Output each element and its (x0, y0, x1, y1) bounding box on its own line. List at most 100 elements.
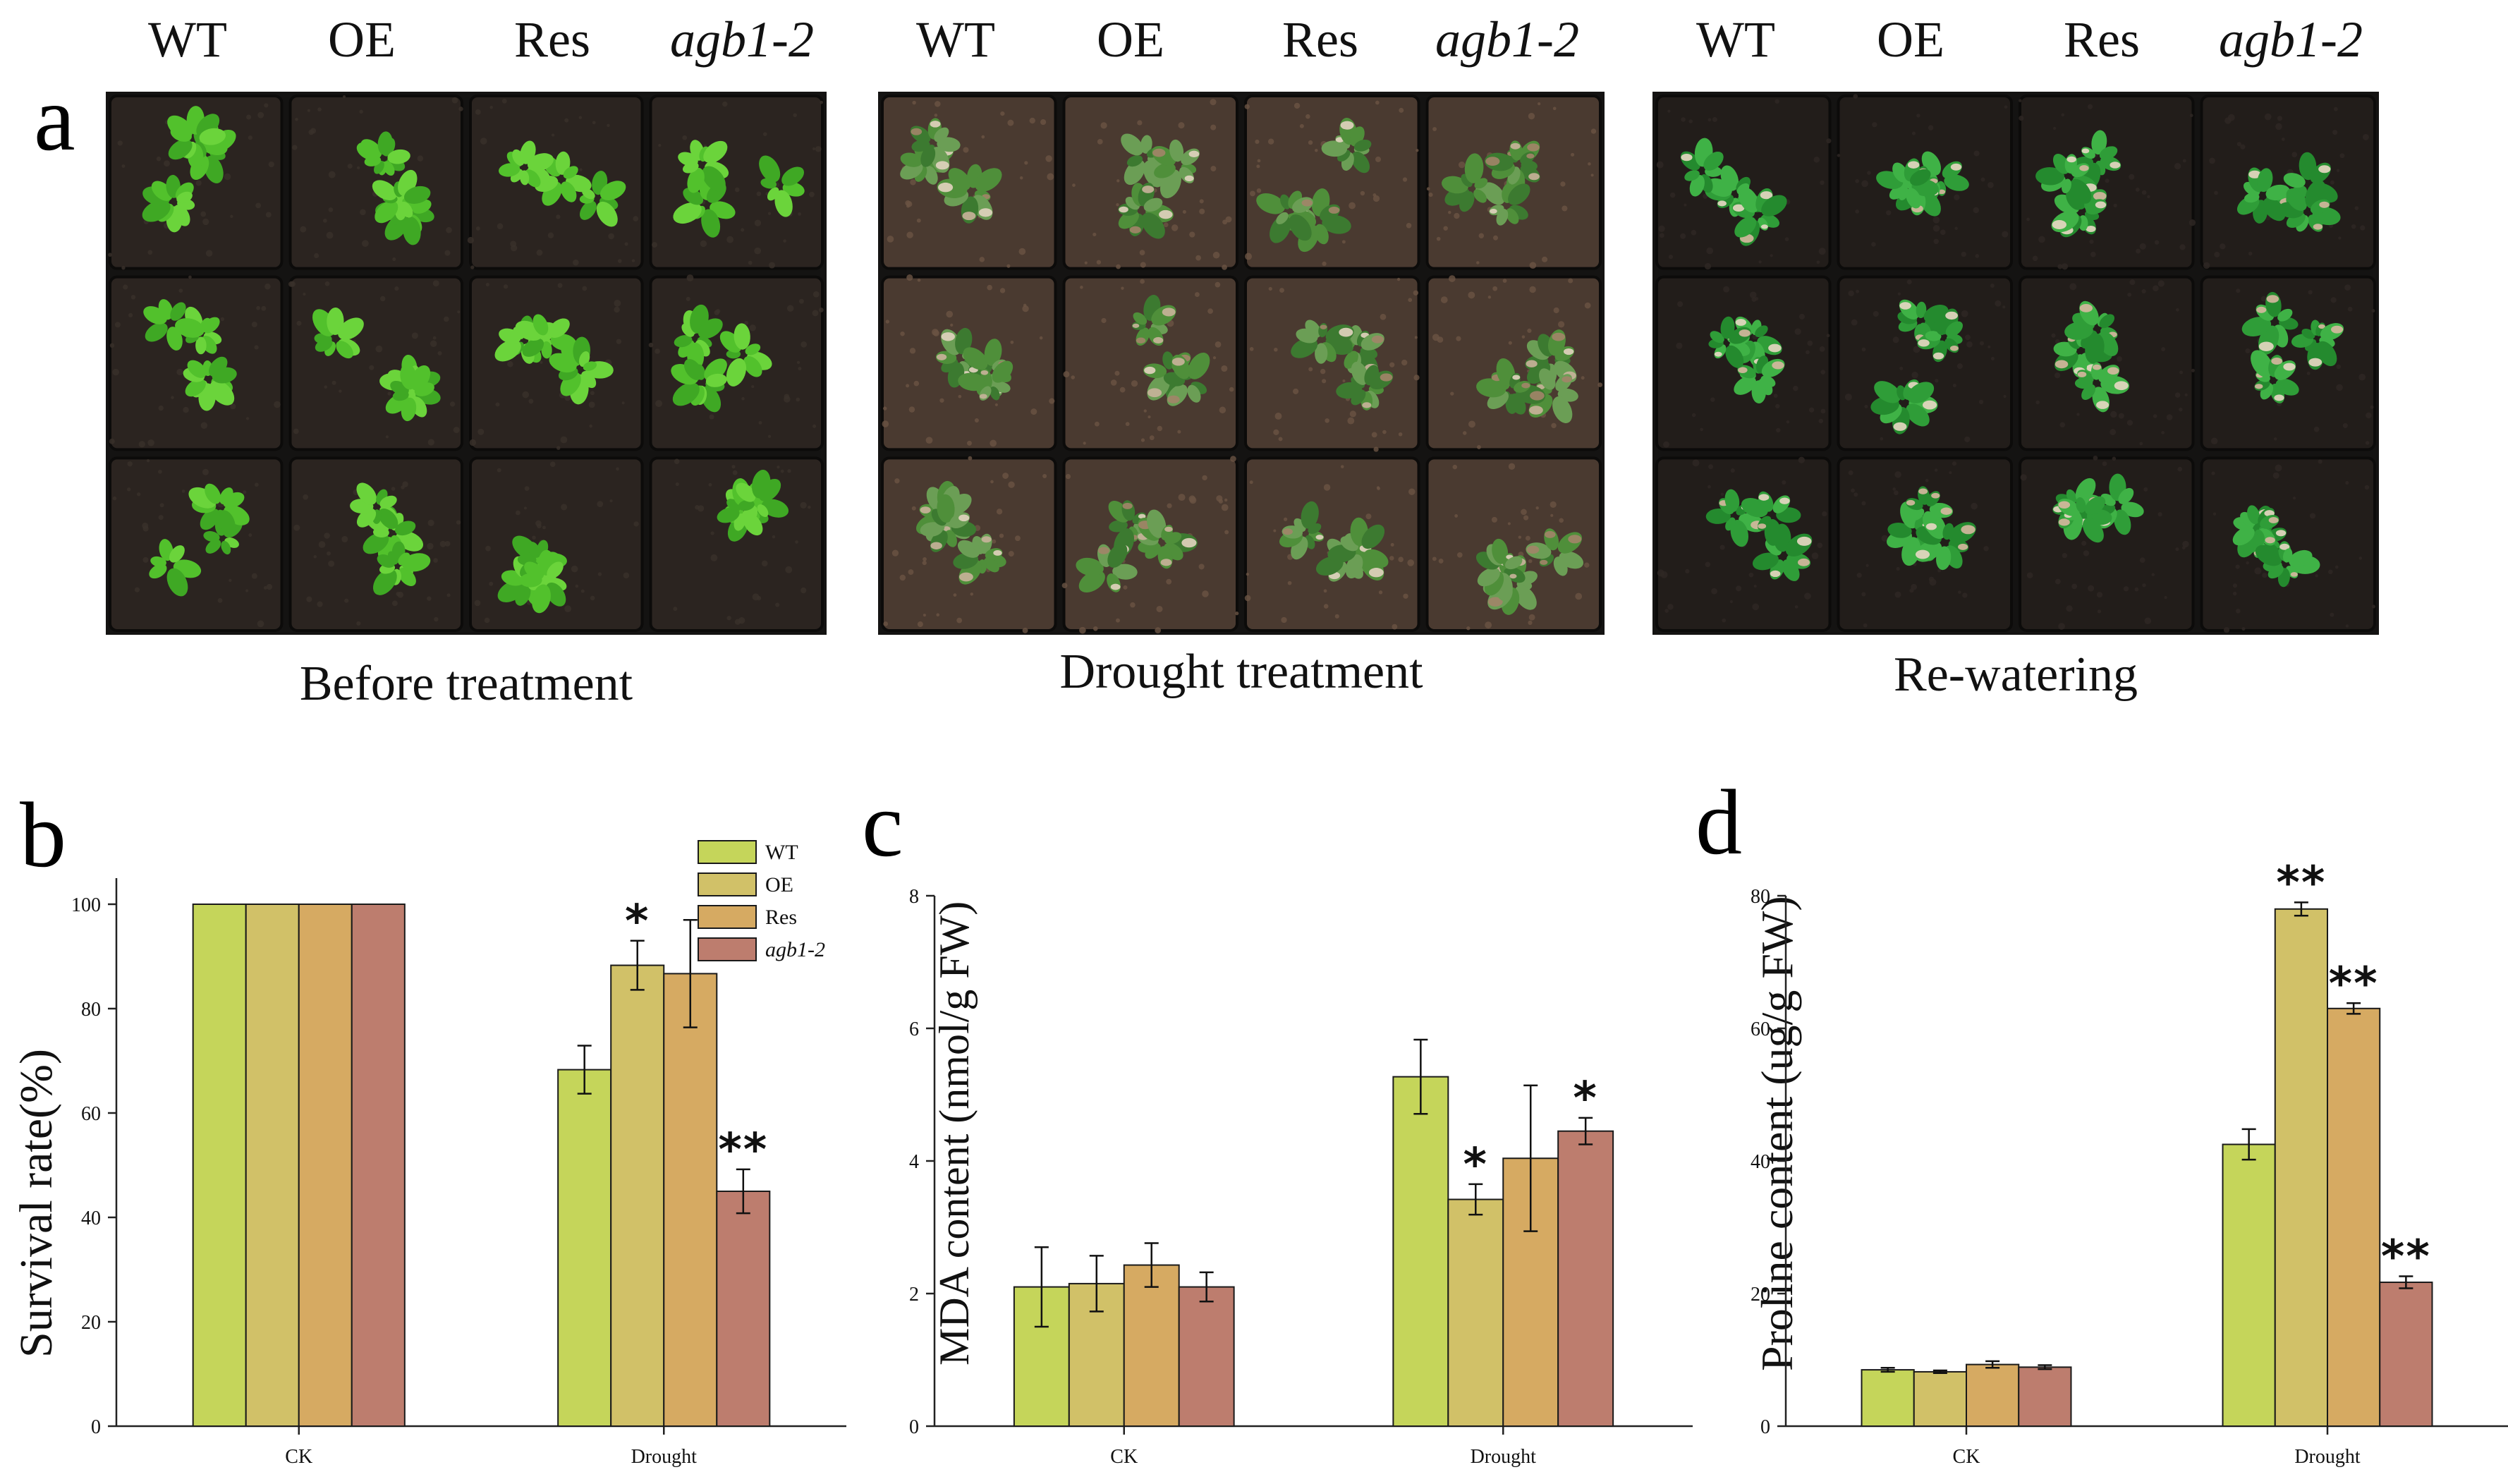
soil-speck (146, 459, 150, 463)
soil-speck (658, 144, 662, 147)
soil-speck (1110, 379, 1117, 386)
rosette-leaf (2251, 350, 2273, 378)
soil-speck (708, 482, 712, 487)
soil-speck (751, 385, 755, 389)
soil-speck (1448, 210, 1451, 214)
soil-speck (1156, 605, 1163, 612)
soil-speck (2344, 284, 2351, 291)
soil-speck (467, 236, 474, 244)
wilted-leaf-spot (1760, 191, 1773, 200)
soil-speck (796, 397, 801, 402)
soil-speck (156, 156, 162, 162)
rosette-leaf (363, 533, 389, 554)
soil-speck (1006, 264, 1011, 268)
soil-speck (434, 616, 439, 622)
panel-letter-d: d (1696, 770, 1742, 874)
bar (716, 1191, 771, 1427)
rosette-leaf (356, 482, 377, 505)
soil-speck (1042, 473, 1047, 478)
rosette-leaf (387, 149, 410, 164)
soil-speck (1123, 585, 1128, 590)
soil-speck (2055, 578, 2061, 585)
soil-speck (1932, 216, 1940, 224)
soil-speck (470, 265, 475, 269)
rosette-leaf (583, 361, 597, 371)
wilted-leaf-spot (1563, 348, 1574, 355)
chart-survival-rate: Survival rate(%) 0 20 40 60 80 100 CK Drought * *… (0, 811, 868, 1484)
soil-speck (547, 232, 554, 238)
rosette-leaf (2247, 505, 2260, 525)
soil-speck (1080, 286, 1083, 289)
soil-speck (1491, 516, 1497, 523)
soil-speck (1246, 573, 1250, 576)
wilted-leaf-spot (1907, 161, 1920, 169)
genotype-label: Res (514, 11, 590, 68)
genotype-label: agb1-2 (670, 11, 814, 68)
bar (1178, 1286, 1235, 1427)
soil-speck (756, 191, 762, 197)
soil-speck (317, 107, 322, 111)
soil-speck (265, 212, 272, 218)
soil-speck (754, 247, 762, 255)
wilted-leaf-spot (958, 572, 973, 582)
rosette-leaf (1710, 331, 1724, 343)
wilted-leaf-spot (1132, 323, 1140, 328)
rosette-leaf (937, 494, 955, 523)
wilted-leaf-spot (1340, 121, 1354, 130)
soil-speck (1440, 296, 1448, 303)
soil-speck (1466, 626, 1471, 631)
wilted-leaf-spot (1487, 597, 1503, 607)
soil-speck (2177, 466, 2183, 472)
soil-speck (2254, 567, 2262, 575)
bar (1913, 1370, 1968, 1427)
soil-speck (1819, 346, 1825, 352)
soil-speck (2236, 142, 2242, 147)
soil-speck (801, 587, 807, 594)
soil-speck (495, 402, 500, 407)
soil-speck (652, 242, 657, 248)
soil-speck (1658, 225, 1665, 232)
soil-speck (1562, 205, 1568, 212)
soil-speck (1806, 350, 1810, 355)
soil-speck (608, 233, 614, 240)
soil-speck (2161, 431, 2165, 434)
soil-speck (2088, 585, 2095, 592)
soil-speck (925, 437, 933, 444)
soil-speck (1664, 609, 1669, 613)
soil-speck (956, 617, 963, 624)
soil-speck (2260, 296, 2267, 302)
soil-speck (633, 216, 639, 221)
soil-speck (1094, 421, 1100, 427)
soil-speck (128, 312, 133, 317)
soil-speck (147, 250, 153, 255)
wilted-leaf-spot (1770, 570, 1781, 578)
wilted-leaf-spot (2268, 517, 2279, 523)
soil-speck (1987, 345, 1991, 348)
soil-speck (1207, 308, 1213, 315)
soil-speck (682, 135, 688, 140)
soil-speck (522, 391, 530, 399)
rosette-leaf (948, 168, 971, 190)
soil-speck (906, 231, 913, 238)
soil-speck (2333, 107, 2338, 111)
wilted-leaf-spot (1717, 200, 1727, 207)
soil-speck (1794, 605, 1798, 609)
soil-speck (524, 486, 530, 492)
soil-speck (1525, 535, 1530, 541)
soil-speck (1707, 485, 1711, 489)
soil-speck (1965, 334, 1971, 341)
soil-speck (266, 583, 273, 590)
significance-marker: * (1573, 1073, 1597, 1125)
wilted-leaf-spot (1958, 543, 1968, 550)
soil-speck (1029, 117, 1035, 124)
soil-speck (908, 406, 915, 413)
soil-speck (1571, 152, 1575, 157)
soil-speck (2057, 264, 2063, 269)
soil-speck (2363, 133, 2369, 140)
soil-speck (2339, 153, 2345, 159)
rosette-leaf (758, 478, 781, 501)
soil-speck (616, 467, 619, 471)
soil-speck (741, 228, 745, 232)
soil-speck (2151, 573, 2155, 576)
soil-speck (2141, 288, 2146, 294)
